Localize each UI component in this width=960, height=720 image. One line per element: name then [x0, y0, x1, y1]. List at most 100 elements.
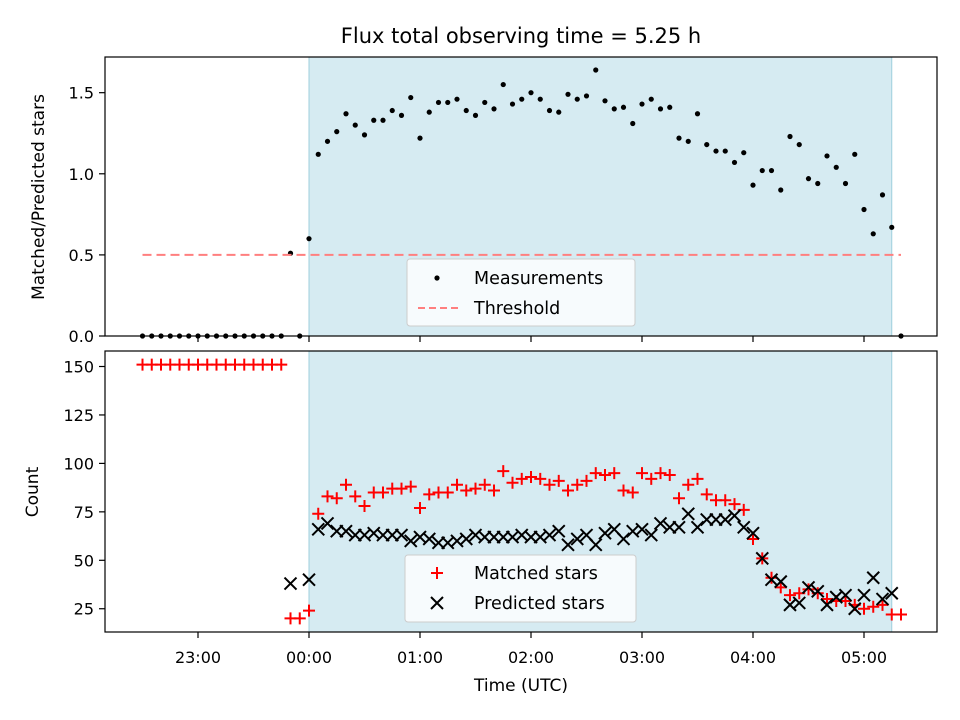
measurements-point: [861, 206, 867, 213]
matched-stars-point: [515, 472, 528, 485]
predicted-stars-point: [422, 532, 436, 546]
matched-stars-point: [645, 472, 658, 485]
matched-stars-point: [728, 498, 741, 511]
bottom-y-tick-label: 50: [74, 551, 94, 570]
top-y-ticks: 0.0 0.5 1.0 1.5: [69, 84, 105, 346]
predicted-stars-point: [755, 551, 769, 566]
measurements-point: [408, 94, 414, 101]
matched-stars-point: [673, 492, 685, 505]
bottom-legend: Matched stars Predicted stars: [404, 554, 637, 623]
predicted-stars-point: [820, 598, 834, 612]
measurements-point: [842, 180, 849, 187]
matched-stars-point: [451, 478, 463, 491]
predicted-stars-point: [792, 596, 806, 610]
predicted-stars-point: [672, 520, 686, 535]
legend-matched-stars-marker: [431, 567, 443, 579]
predicted-stars-point: [635, 522, 649, 536]
matched-stars-point: [867, 600, 880, 613]
matched-stars-point: [488, 484, 500, 497]
bottom-y-tick-label: 100: [63, 454, 94, 473]
measurements-point: [676, 135, 682, 141]
predicted-stars-point: [875, 592, 890, 606]
x-tick-label: 04:00: [730, 648, 776, 667]
measurements-point: [815, 180, 821, 187]
matched-stars-point: [293, 612, 306, 625]
predicted-stars-point: [644, 528, 658, 542]
bottom-y-ticks: 25 50 75 100 125 150: [63, 358, 105, 619]
measurements-point: [435, 99, 442, 106]
matched-stars-point: [349, 490, 362, 503]
matched-stars-point: [377, 486, 389, 499]
matched-stars-point: [469, 482, 482, 495]
predicted-stars-point: [801, 580, 816, 595]
predicted-stars-point: [866, 571, 880, 585]
measurements-point: [889, 224, 895, 230]
measurements-point: [722, 148, 728, 154]
matched-stars-point: [700, 488, 713, 501]
matched-stars-point: [321, 490, 334, 503]
predicted-stars-point: [857, 588, 871, 602]
matched-stars-point: [441, 486, 454, 499]
measurements-point: [306, 236, 312, 242]
matched-stars-point: [395, 482, 408, 495]
measurements-point: [685, 138, 691, 144]
predicted-stars-point: [838, 588, 853, 602]
bottom-legend-box: [404, 554, 637, 623]
measurements-point: [361, 132, 368, 138]
matched-stars-point: [358, 500, 371, 513]
matched-stars-point: [895, 608, 907, 621]
legend-matched-stars-label: Matched stars: [474, 564, 598, 584]
measurements-point: [574, 96, 580, 102]
measurements-point: [583, 93, 590, 99]
matched-stars-point: [275, 358, 288, 371]
measurements-point: [852, 151, 858, 157]
predicted-stars-point: [598, 526, 612, 540]
measurements-point: [805, 176, 812, 182]
predicted-stars-point: [459, 532, 473, 546]
measurements-point: [768, 167, 775, 174]
bottom-axes-frame: [104, 350, 938, 633]
matched-stars-point: [303, 604, 315, 617]
matched-stars-point: [414, 501, 426, 514]
measurements-point: [509, 101, 516, 107]
measurements-point: [463, 107, 469, 114]
predicted-stars-point: [552, 524, 566, 538]
matched-stars-point: [802, 583, 815, 596]
bottom-y-tick-label: 25: [74, 600, 94, 619]
measurements-point: [472, 112, 479, 118]
chart-title: Flux total observing time = 5.25 h: [341, 24, 701, 48]
measurements-point: [482, 99, 488, 106]
matched-stars-point: [506, 476, 519, 489]
x-tick-label: 01:00: [397, 648, 443, 667]
bottom-y-tick-label: 75: [74, 503, 94, 522]
predicted-stars-point: [339, 524, 353, 538]
measurements-point: [593, 67, 599, 73]
top-y-axis-label: Matched/Predicted stars: [29, 94, 49, 300]
predicted-stars-point: [774, 574, 788, 589]
matched-stars-point: [497, 465, 510, 478]
bottom-marks: [136, 358, 907, 625]
predicted-stars-point: [302, 572, 316, 587]
matched-stars-point: [478, 478, 491, 491]
measurements-point: [750, 182, 756, 188]
measurements-point: [870, 231, 876, 237]
legend-predicted-stars-marker: [430, 596, 444, 610]
matched-stars-point: [580, 474, 593, 487]
measurements-point: [546, 107, 553, 114]
measurements-point: [500, 81, 506, 88]
measurements-point: [556, 109, 562, 115]
x-tick-label: 05:00: [841, 648, 887, 667]
measurements-point: [398, 112, 405, 118]
top-legend-box: [406, 258, 636, 327]
measurements-point: [833, 164, 839, 170]
measurements-point: [389, 107, 395, 114]
measurements-point: [491, 106, 497, 112]
predicted-stars-point: [681, 507, 695, 521]
top-y-tick-label: 1.5: [69, 84, 94, 103]
bottom-y-axis-label: Count: [23, 466, 43, 517]
bottom-y-tick-label: 150: [63, 358, 94, 377]
predicted-stars-point: [746, 526, 760, 540]
measurements-point: [371, 117, 377, 123]
x-tick-label: 03:00: [619, 648, 665, 667]
